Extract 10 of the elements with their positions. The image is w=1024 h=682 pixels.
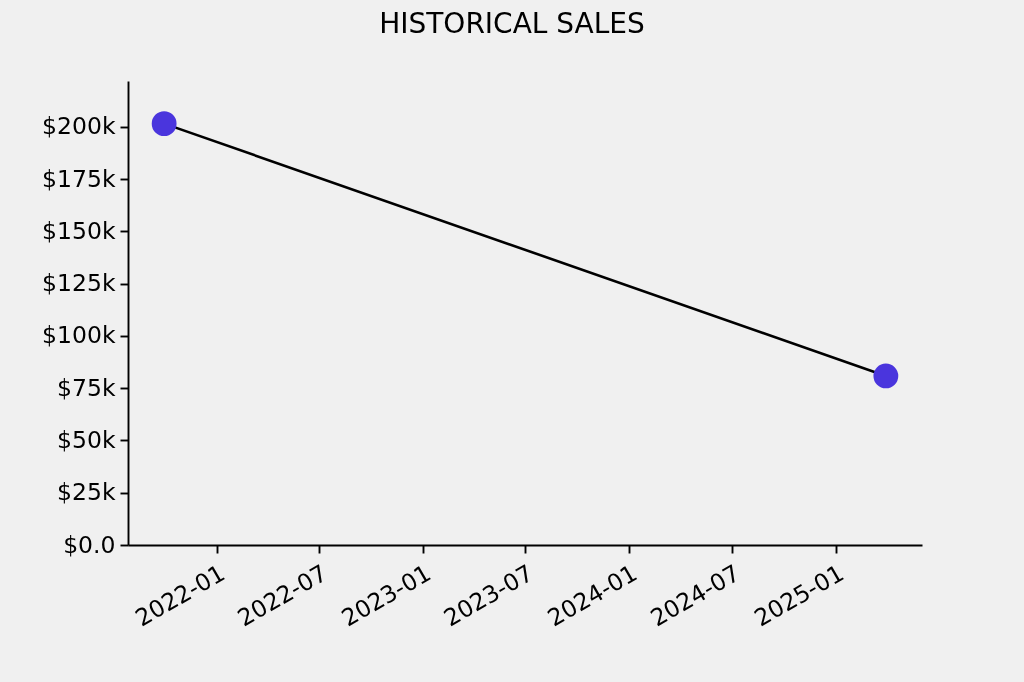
- y-tick-label: $75k: [57, 373, 116, 402]
- y-tick-label: $175k: [42, 164, 116, 193]
- y-tick-label: $100k: [42, 321, 116, 350]
- y-tick-label: $200k: [42, 112, 116, 141]
- chart-title: HISTORICAL SALES: [379, 7, 645, 40]
- y-tick-label: $50k: [57, 426, 116, 454]
- y-tick-label: $25k: [57, 478, 116, 507]
- y-tick-label: $0.0: [63, 530, 116, 559]
- y-tick-label: $125k: [42, 269, 116, 298]
- y-tick-label: $150k: [42, 216, 116, 245]
